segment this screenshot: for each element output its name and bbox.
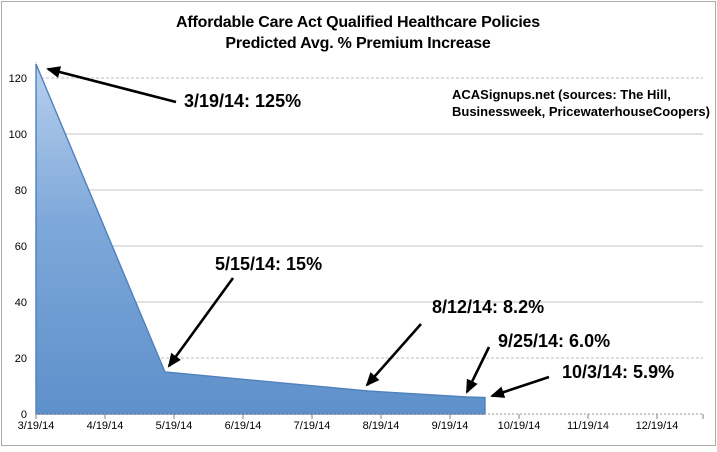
source-note-line2: Businessweek, PricewaterhouseCoopers) bbox=[452, 104, 710, 119]
annotation-125pct: 3/19/14: 125% bbox=[184, 91, 301, 111]
x-tick-aug: 8/19/14 bbox=[363, 420, 400, 432]
y-tick-20: 20 bbox=[15, 353, 27, 365]
chart-title-line1: Affordable Care Act Qualified Healthcare… bbox=[176, 14, 540, 31]
x-tick-mar: 3/19/14 bbox=[18, 420, 55, 432]
annotation-5-9pct: 10/3/14: 5.9% bbox=[562, 362, 674, 382]
arrow-125pct bbox=[46, 66, 177, 104]
x-axis-ticks bbox=[35, 414, 704, 419]
x-tick-oct: 10/19/14 bbox=[498, 420, 541, 432]
y-tick-40: 40 bbox=[15, 297, 27, 309]
y-tick-60: 60 bbox=[15, 241, 27, 253]
chart-title-line2: Predicted Avg. % Premium Increase bbox=[225, 35, 491, 52]
y-tick-80: 80 bbox=[15, 185, 27, 197]
x-axis-labels: 3/19/14 4/19/14 5/19/14 6/19/14 7/19/14 … bbox=[18, 420, 679, 432]
y-tick-0: 0 bbox=[21, 409, 27, 421]
source-note-line1: ACASignups.net (sources: The Hill, bbox=[452, 87, 671, 102]
y-axis-labels: 0 20 40 60 80 100 120 bbox=[9, 73, 27, 421]
y-tick-120: 120 bbox=[9, 73, 27, 85]
arrow-8-2pct bbox=[365, 323, 422, 387]
x-tick-may: 5/19/14 bbox=[156, 420, 193, 432]
arrow-5-9pct bbox=[490, 375, 550, 398]
x-tick-jul: 7/19/14 bbox=[294, 420, 331, 432]
annotation-15pct: 5/15/14: 15% bbox=[215, 254, 322, 274]
area-series-premium-increase bbox=[35, 63, 486, 415]
x-tick-apr: 4/19/14 bbox=[87, 420, 124, 432]
annotation-arrows bbox=[46, 66, 550, 398]
annotation-6-0pct: 9/25/14: 6.0% bbox=[498, 331, 610, 351]
annotation-8-2pct: 8/12/14: 8.2% bbox=[432, 297, 544, 317]
arrow-15pct bbox=[167, 277, 235, 368]
arrow-6-0pct bbox=[465, 346, 491, 394]
x-tick-dec: 12/19/14 bbox=[636, 420, 679, 432]
x-tick-nov: 11/19/14 bbox=[567, 420, 609, 432]
x-tick-jun: 6/19/14 bbox=[225, 420, 262, 432]
annotation-labels: 3/19/14: 125% 5/15/14: 15% 8/12/14: 8.2%… bbox=[184, 91, 674, 382]
y-tick-100: 100 bbox=[9, 129, 27, 141]
x-tick-sep: 9/19/14 bbox=[432, 420, 469, 432]
